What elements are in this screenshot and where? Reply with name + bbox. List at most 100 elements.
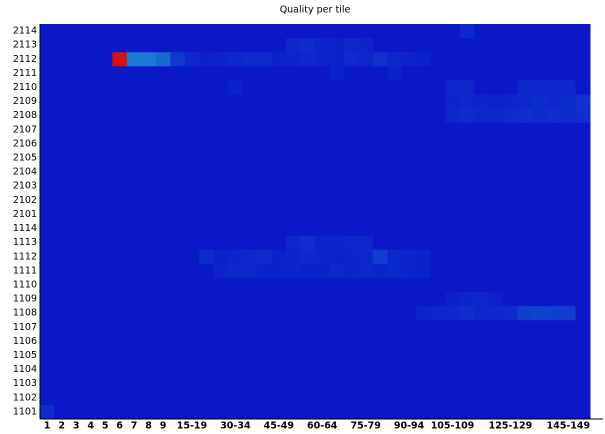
heat-cell	[474, 150, 490, 166]
heat-cell	[401, 334, 417, 349]
heat-cell	[503, 207, 519, 222]
heat-cell	[532, 108, 548, 124]
heat-cell	[213, 306, 229, 321]
heat-cell	[83, 207, 99, 222]
heat-cell	[459, 320, 475, 335]
y-tick-label: 2110	[13, 82, 37, 93]
heat-cell	[271, 165, 287, 180]
heat-cell	[54, 122, 70, 138]
heat-cell	[170, 221, 186, 237]
heat-cell	[184, 52, 200, 67]
heat-cell	[155, 80, 171, 96]
heat-cell	[445, 136, 461, 152]
heat-cell	[561, 150, 577, 166]
heat-cell	[459, 334, 475, 349]
heat-cell	[401, 404, 417, 420]
heat-cell	[401, 362, 417, 378]
heat-cell	[329, 38, 345, 53]
heat-cell	[488, 122, 504, 138]
heat-cell	[97, 52, 113, 67]
heat-cell	[242, 306, 258, 321]
heat-cell	[126, 277, 142, 293]
heat-cell	[546, 292, 562, 307]
heat-cell	[184, 150, 200, 166]
heat-cell	[83, 122, 99, 138]
heat-cell	[213, 320, 229, 335]
heat-cell	[184, 306, 200, 321]
heat-cell	[83, 277, 99, 293]
heat-cell	[488, 404, 504, 420]
heat-cell	[213, 52, 229, 67]
heat-cell	[54, 306, 70, 321]
heat-cell	[546, 249, 562, 265]
heat-cell	[271, 24, 287, 39]
heat-cell	[358, 207, 374, 222]
heat-cell	[503, 376, 519, 392]
heat-cell	[387, 66, 403, 81]
heat-cell	[54, 165, 70, 180]
heat-cell	[126, 306, 142, 321]
heat-cell	[416, 334, 432, 349]
heat-cell	[503, 235, 519, 251]
heat-cell	[430, 334, 446, 349]
heat-cell	[358, 404, 374, 420]
heat-cell	[372, 362, 388, 378]
heat-cell	[286, 122, 302, 138]
heat-cell	[401, 108, 417, 124]
heat-cell	[286, 80, 302, 96]
heat-cell	[257, 52, 273, 67]
heat-cell	[155, 404, 171, 420]
heat-cell	[83, 24, 99, 39]
heat-cell	[372, 221, 388, 237]
heat-cell	[329, 94, 345, 110]
heat-cell	[343, 292, 359, 307]
heat-cell	[343, 320, 359, 335]
heat-cell	[459, 122, 475, 138]
heat-cell	[126, 80, 142, 96]
heat-cell	[112, 66, 128, 81]
heat-cell	[199, 390, 215, 406]
heat-cell	[401, 390, 417, 406]
heat-cell	[517, 221, 533, 237]
heat-cell	[315, 235, 330, 251]
heat-cell	[561, 390, 577, 406]
heat-cell	[532, 66, 548, 81]
heat-cell	[83, 235, 99, 251]
heat-cell	[83, 376, 99, 392]
y-tick-label: 1106	[13, 336, 37, 347]
heat-cell	[40, 376, 55, 392]
heat-cell	[532, 320, 548, 335]
heat-cell	[97, 376, 113, 392]
x-tick-label: 145-149	[546, 421, 590, 432]
heat-cell	[155, 94, 171, 110]
heat-cell	[488, 263, 504, 279]
heat-cell	[488, 362, 504, 378]
heat-cell	[329, 277, 345, 293]
heat-cell	[126, 376, 142, 392]
heat-cell	[517, 52, 533, 67]
heat-cell	[503, 136, 519, 152]
heat-cell	[228, 80, 244, 96]
heat-cell	[575, 320, 591, 335]
heat-cell	[575, 376, 591, 392]
y-tick-label: 2111	[13, 68, 37, 79]
heat-cell	[575, 390, 591, 406]
heat-cell	[546, 376, 562, 392]
heat-cell	[257, 235, 273, 251]
heat-cell	[155, 390, 171, 406]
x-tick-label: 45-49	[264, 421, 294, 432]
heat-cell	[546, 80, 562, 96]
heat-cell	[54, 277, 70, 293]
heat-cell	[459, 235, 475, 251]
heat-cell	[155, 179, 171, 194]
heat-cell	[372, 334, 388, 349]
heat-cell	[459, 165, 475, 180]
heat-cell	[257, 277, 273, 293]
heat-cell	[546, 390, 562, 406]
heat-cell	[271, 404, 287, 420]
heat-cell	[372, 94, 388, 110]
heat-cell	[155, 66, 171, 81]
x-tick-label: 7	[131, 421, 138, 432]
heat-cell	[184, 179, 200, 194]
heat-cell	[184, 38, 200, 53]
